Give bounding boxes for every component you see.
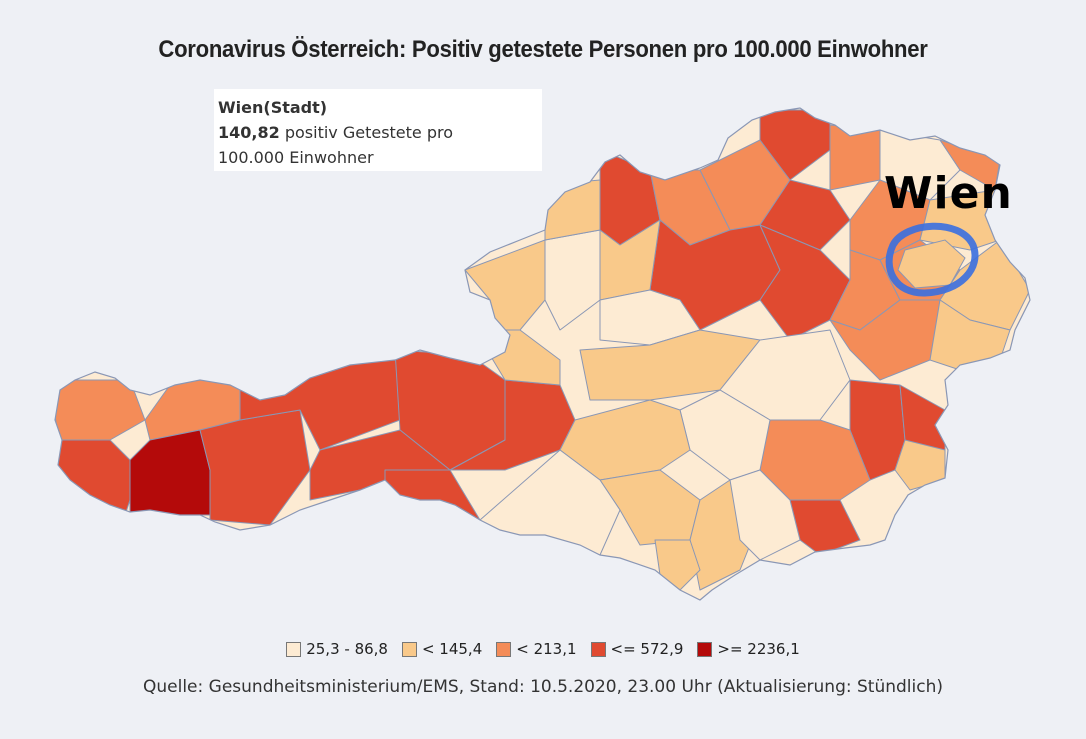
legend-item: <= 572,9	[590, 640, 684, 658]
map-legend: 25,3 - 86,8 < 145,4 < 213,1 <= 572,9 >= …	[0, 640, 1086, 658]
tooltip-value-text: positiv Getestete pro	[279, 123, 454, 142]
tooltip-region-name: Wien(Stadt)	[218, 98, 328, 117]
legend-swatch	[697, 641, 713, 657]
map-title: Coronavirus Österreich: Positiv getestet…	[158, 36, 928, 63]
legend-item: >= 2236,1	[697, 640, 800, 658]
legend-label: < 145,4	[421, 640, 483, 658]
tooltip-value: 140,82	[218, 123, 280, 142]
legend-item: < 213,1	[496, 640, 577, 658]
legend-swatch	[286, 641, 302, 657]
legend-label: 25,3 - 86,8	[306, 640, 388, 658]
legend-swatch	[590, 641, 606, 657]
wien-highlight-circle	[885, 222, 979, 297]
source-note: Quelle: Gesundheitsministerium/EMS, Stan…	[143, 677, 943, 697]
wien-annotation-label: Wien	[884, 168, 1013, 219]
legend-label: >= 2236,1	[717, 640, 800, 658]
austria-outline	[54, 107, 1031, 601]
legend-swatch	[496, 641, 512, 657]
legend-label: < 213,1	[516, 640, 577, 658]
legend-label: <= 572,9	[610, 640, 684, 658]
legend-swatch	[401, 641, 417, 657]
tooltip-value-line: 140,82 positiv Getestete pro	[218, 120, 538, 145]
tooltip-unit-line: 100.000 Einwohner	[218, 148, 374, 167]
region-tooltip: Wien(Stadt) 140,82 positiv Getestete pro…	[214, 89, 542, 171]
legend-item: 25,3 - 86,8	[286, 640, 388, 658]
legend-item: < 145,4	[401, 640, 483, 658]
